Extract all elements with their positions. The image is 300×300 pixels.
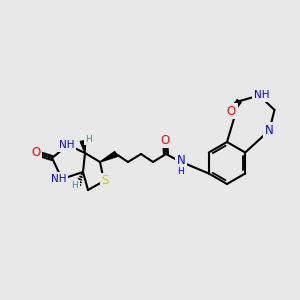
Text: H: H [72, 182, 78, 190]
Text: O: O [160, 134, 169, 146]
Text: NH: NH [254, 90, 269, 100]
Text: O: O [32, 146, 40, 160]
Text: H: H [178, 167, 184, 176]
Polygon shape [100, 152, 117, 162]
Text: N: N [177, 154, 185, 167]
Text: NH: NH [51, 174, 67, 184]
Text: O: O [226, 105, 236, 118]
Text: S: S [101, 175, 109, 188]
Text: NH: NH [59, 140, 75, 150]
Text: H: H [85, 134, 92, 143]
Polygon shape [80, 140, 86, 153]
Text: N: N [265, 124, 274, 137]
